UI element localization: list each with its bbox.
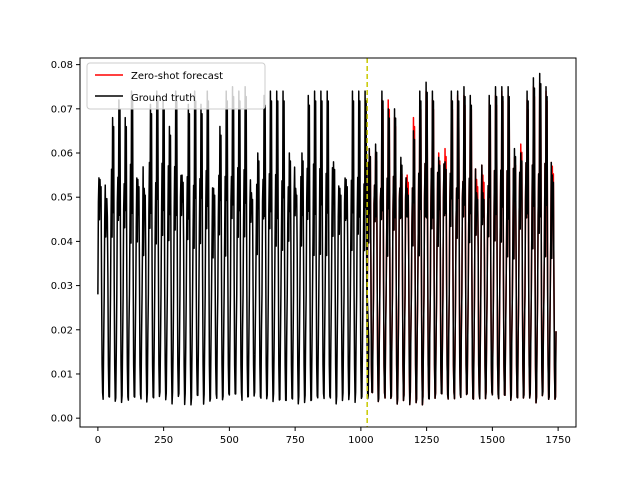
x-tick-label: 1750 bbox=[545, 435, 570, 446]
x-tick-label: 750 bbox=[286, 435, 305, 446]
legend: Zero-shot forecast Ground truth bbox=[86, 62, 266, 110]
x-tick-label: 1000 bbox=[348, 435, 373, 446]
x-tick-label: 0 bbox=[95, 435, 101, 446]
plot-area bbox=[97, 58, 557, 427]
x-tick-label: 1250 bbox=[414, 435, 439, 446]
legend-label-truth: Ground truth bbox=[131, 93, 196, 104]
axes: 0 250 500 750 1000 1250 1500 1750 0.00 0.01 0.02 0.… bbox=[51, 57, 577, 446]
y-tick-label: 0.05 bbox=[51, 193, 73, 204]
legend-label-forecast: Zero-shot forecast bbox=[131, 71, 223, 82]
series-line-ground-truth bbox=[97, 72, 557, 406]
y-tick-label: 0.08 bbox=[51, 60, 73, 71]
y-tick-label: 0.07 bbox=[51, 104, 73, 115]
legend-box bbox=[86, 62, 266, 110]
y-tick-label: 0.03 bbox=[51, 281, 73, 292]
y-tick-label: 0.01 bbox=[51, 369, 73, 380]
x-tick-label: 1500 bbox=[480, 435, 505, 446]
y-tick-label: 0.02 bbox=[51, 325, 73, 336]
axes-frame bbox=[79, 57, 577, 428]
y-tick-label: 0.04 bbox=[51, 237, 73, 248]
y-tick-label: 0.06 bbox=[51, 149, 73, 160]
x-tick-label: 250 bbox=[154, 435, 173, 446]
y-tick-label: 0.00 bbox=[51, 414, 73, 425]
x-tick-label: 500 bbox=[220, 435, 239, 446]
